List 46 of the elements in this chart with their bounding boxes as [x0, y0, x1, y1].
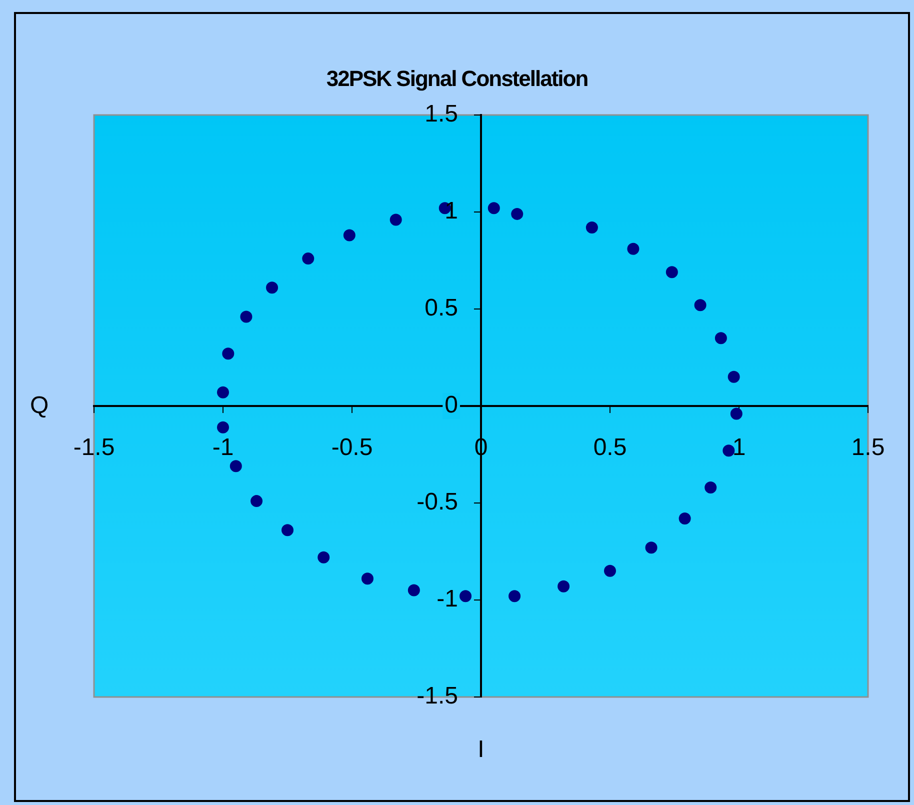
point	[704, 481, 717, 494]
point	[282, 524, 294, 536]
y-tick-label: 0	[444, 392, 458, 419]
point	[627, 242, 640, 255]
point	[645, 542, 658, 554]
point	[508, 590, 521, 602]
point	[604, 564, 616, 577]
point	[361, 572, 374, 585]
x-axis-title: I	[476, 736, 486, 764]
point	[390, 214, 402, 226]
y-tick-label: -1.5	[416, 682, 458, 710]
point	[318, 551, 330, 564]
point	[694, 299, 706, 312]
point	[266, 282, 278, 294]
point	[730, 408, 742, 420]
point	[722, 444, 735, 457]
x-tick-label: 0.5	[593, 434, 627, 462]
point	[230, 460, 242, 472]
point	[343, 229, 356, 242]
x-tick-label: -1.5	[73, 434, 115, 462]
point	[250, 495, 263, 508]
point	[558, 580, 570, 592]
point	[408, 584, 420, 596]
y-tick-label: 0.5	[424, 294, 458, 322]
point	[666, 266, 678, 278]
point	[586, 222, 598, 234]
y-tick-label: -1	[436, 586, 458, 613]
point	[217, 421, 229, 434]
y-axis-title: Q	[30, 392, 49, 420]
point	[222, 348, 234, 360]
x-tick-label: 1	[732, 434, 746, 462]
point	[511, 208, 524, 220]
y-tick-label: 1	[444, 198, 458, 225]
x-tick-label: 1.5	[851, 434, 885, 462]
y-tick-label: -0.5	[416, 488, 458, 516]
x-tick-label: -1	[212, 434, 234, 462]
point	[488, 202, 500, 214]
chart-title: 32PSK Signal Constellation	[325, 66, 589, 92]
point	[714, 332, 727, 344]
point	[460, 590, 472, 602]
point	[728, 370, 740, 383]
x-tick-label: -0.5	[331, 434, 373, 462]
point	[217, 386, 229, 398]
point	[302, 252, 314, 265]
point	[678, 512, 691, 525]
point	[240, 310, 252, 323]
